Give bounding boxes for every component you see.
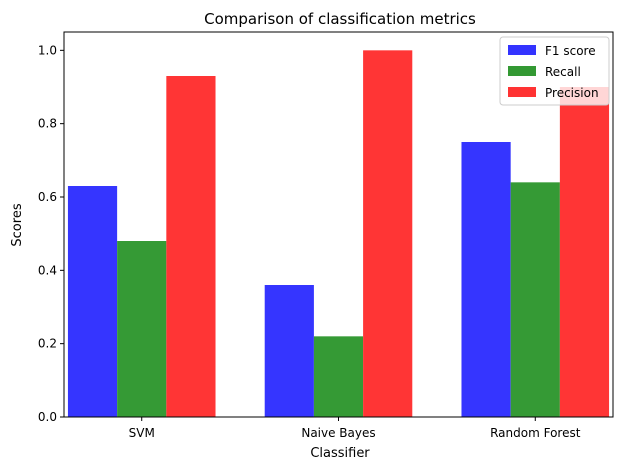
- legend-swatch-f1-score: [508, 45, 536, 55]
- y-tick-label: 0.6: [38, 190, 57, 204]
- bar-recall-naive-bayes: [313, 336, 364, 417]
- legend-label-f1-score: F1 score: [545, 44, 596, 58]
- x-tick-label: Naive Bayes: [301, 426, 375, 440]
- bars-group: [67, 50, 610, 417]
- bar-precision-naive-bayes: [363, 50, 413, 417]
- bar-precision-svm: [166, 76, 216, 417]
- legend-swatch-recall: [508, 66, 536, 76]
- bar-f1-score-random-forest: [461, 142, 511, 417]
- y-tick-label: 0.4: [38, 263, 57, 277]
- x-tick-label: Random Forest: [490, 426, 581, 440]
- x-axis: SVM Naive Bayes Random Forest: [129, 417, 581, 440]
- legend-swatch-precision: [508, 87, 536, 97]
- y-axis: 0.0 0.2 0.4 0.6 0.8 1.0: [38, 43, 64, 424]
- legend-label-recall: Recall: [545, 65, 581, 79]
- bar-f1-score-svm: [67, 186, 118, 417]
- bar-recall-svm: [117, 241, 167, 417]
- legend-label-precision: Precision: [545, 86, 599, 100]
- y-tick-label: 0.0: [38, 410, 57, 424]
- x-axis-label: Classifier: [310, 446, 370, 461]
- bar-precision-random-forest: [559, 87, 610, 417]
- y-tick-label: 1.0: [38, 43, 57, 57]
- y-tick-label: 0.8: [38, 117, 57, 131]
- legend: F1 score Recall Precision: [499, 36, 610, 106]
- y-tick-label: 0.2: [38, 337, 57, 351]
- y-axis-label: Scores: [10, 203, 25, 246]
- bar-f1-score-naive-bayes: [264, 285, 314, 417]
- x-tick-label: SVM: [129, 426, 155, 440]
- bar-recall-random-forest: [510, 182, 560, 417]
- chart-title: Comparison of classification metrics: [204, 10, 476, 28]
